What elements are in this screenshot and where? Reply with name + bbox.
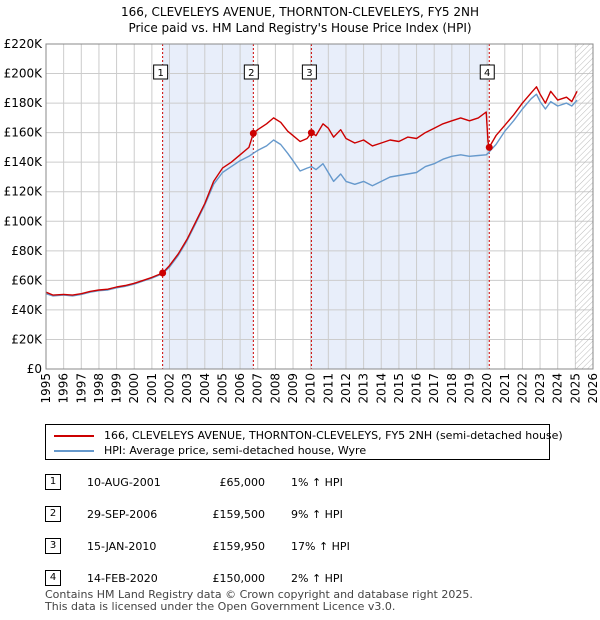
x-tick-label: 1997: [74, 373, 88, 404]
footer: Contains HM Land Registry data © Crown c…: [45, 589, 473, 613]
x-tick-label: 2022: [515, 373, 529, 404]
y-tick-label: £160K: [4, 126, 44, 140]
y-tick-label: £220K: [4, 37, 44, 51]
x-tick-label: 2018: [445, 373, 459, 404]
x-tick-label: 2020: [480, 373, 494, 404]
y-tick-label: £200K: [4, 67, 44, 81]
x-tick-label: 2011: [321, 373, 335, 404]
event-hpi-change: 1% ↑ HPI: [291, 476, 343, 489]
x-tick-label: 2025: [568, 373, 582, 404]
sale-marker: [159, 269, 167, 277]
y-tick-label: £60K: [11, 273, 43, 287]
legend-swatch-property: [54, 435, 94, 437]
event-price: £159,950: [212, 540, 266, 553]
x-tick-label: 2016: [410, 373, 424, 404]
event-date: 14-FEB-2020: [87, 572, 158, 585]
chart-title: 166, CLEVELEYS AVENUE, THORNTON-CLEVELEY…: [0, 4, 600, 36]
event-date: 29-SEP-2006: [87, 508, 158, 521]
event-label-number: 4: [484, 68, 490, 79]
legend-label-hpi: HPI: Average price, semi-detached house,…: [104, 444, 367, 457]
chart-legend: 166, CLEVELEYS AVENUE, THORNTON-CLEVELEY…: [45, 424, 563, 460]
x-tick-label: 1995: [39, 373, 53, 404]
ownership-shade: [311, 44, 490, 369]
x-tick-label: 2024: [551, 373, 565, 404]
event-hpi-change: 9% ↑ HPI: [291, 508, 343, 521]
x-tick-label: 2003: [180, 373, 194, 404]
footer-licence: This data is licensed under the Open Gov…: [45, 600, 396, 613]
x-tick-label: 2009: [286, 373, 300, 404]
price-chart: 1 2 3 4 £0 £20K £40K £60K £80K £100K £120K £140K £1…: [4, 37, 600, 404]
y-tick-label: £40K: [11, 303, 43, 317]
x-tick-label: 2007: [251, 373, 265, 404]
chart-title-line2: Price paid vs. HM Land Registry's House …: [128, 21, 472, 35]
event-badge: 4: [45, 570, 61, 586]
y-tick-label: £140K: [4, 155, 44, 169]
event-date: 10-AUG-2001: [87, 476, 161, 489]
x-tick-label: 2001: [145, 373, 159, 404]
event-badge: 1: [45, 474, 61, 490]
sale-marker: [485, 143, 493, 151]
table-row: 3 15-JAN-2010 £159,950 17% ↑ HPI: [45, 538, 405, 556]
x-tick-label: 2021: [498, 373, 512, 404]
event-label-number: 2: [248, 68, 254, 79]
x-tick-label: 2012: [339, 373, 353, 404]
x-tick-label: 1999: [110, 373, 124, 404]
x-tick-label: 2005: [215, 373, 229, 404]
y-tick-label: £0: [27, 362, 42, 376]
y-tick-label: £180K: [4, 96, 44, 110]
event-label-box: [301, 64, 317, 80]
sale-marker: [249, 129, 257, 137]
sale-marker: [307, 129, 315, 137]
x-tick-label: 2008: [268, 373, 282, 404]
event-badge: 2: [45, 506, 61, 522]
x-tick-label: 2023: [533, 373, 547, 404]
chart-title-line1: 166, CLEVELEYS AVENUE, THORNTON-CLEVELEY…: [121, 5, 479, 19]
x-tick-label: 2004: [198, 373, 212, 404]
event-price: £150,000: [212, 572, 266, 585]
event-label-number: 1: [157, 68, 163, 79]
y-tick-label: £100K: [4, 214, 44, 228]
table-row: 2 29-SEP-2006 £159,500 9% ↑ HPI: [45, 506, 405, 524]
event-hpi-change: 2% ↑ HPI: [291, 572, 343, 585]
event-label-box: [153, 64, 169, 80]
event-label-box: [243, 64, 259, 80]
y-tick-label: £20K: [11, 332, 43, 346]
footer-copyright: Contains HM Land Registry data © Crown c…: [45, 588, 473, 601]
event-label-box: [479, 64, 495, 80]
property-price-line: [45, 86, 578, 296]
table-row: 1 10-AUG-2001 £65,000 1% ↑ HPI: [45, 474, 405, 492]
legend-swatch-hpi: [54, 450, 94, 452]
x-tick-label: 2013: [357, 373, 371, 404]
event-badge: 3: [45, 538, 61, 554]
ownership-shade: [162, 44, 254, 369]
event-hpi-change: 17% ↑ HPI: [291, 540, 350, 553]
x-tick-label: 1998: [92, 373, 106, 404]
plot-frame: [45, 43, 594, 370]
x-tick-label: 2017: [427, 373, 441, 404]
forecast-hatch: [575, 44, 593, 369]
legend-label-property: 166, CLEVELEYS AVENUE, THORNTON-CLEVELEY…: [104, 429, 563, 442]
x-tick-label: 2000: [127, 373, 141, 404]
x-tick-label: 2026: [586, 373, 600, 404]
x-tick-label: 2010: [304, 373, 318, 404]
event-date: 15-JAN-2010: [87, 540, 157, 553]
y-tick-label: £80K: [11, 244, 43, 258]
x-tick-label: 2019: [462, 373, 476, 404]
event-label-number: 3: [306, 68, 312, 79]
event-price: £159,500: [212, 508, 266, 521]
x-tick-label: 2006: [233, 373, 247, 404]
y-tick-label: £120K: [4, 185, 44, 199]
x-tick-label: 2014: [374, 373, 388, 404]
table-row: 4 14-FEB-2020 £150,000 2% ↑ HPI: [45, 570, 405, 588]
event-price: £65,000: [219, 476, 266, 489]
x-tick-label: 2015: [392, 373, 406, 404]
x-tick-label: 1996: [57, 373, 71, 404]
x-tick-label: 2002: [163, 373, 177, 404]
